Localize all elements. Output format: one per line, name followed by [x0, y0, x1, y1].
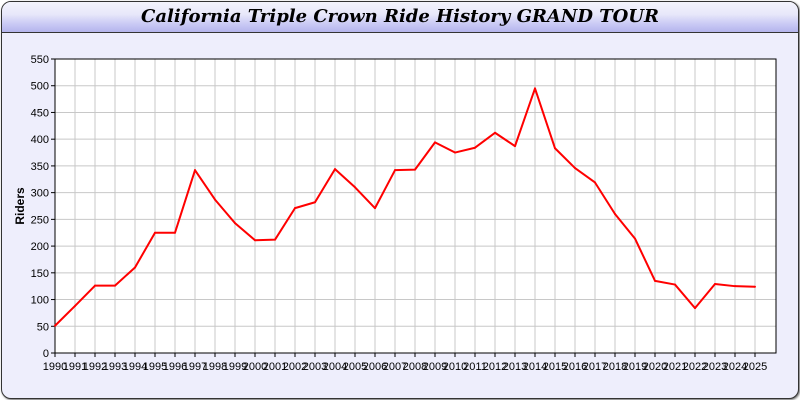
x-tick-label: 2000 — [243, 361, 267, 373]
data-point — [734, 285, 736, 288]
y-tick-label: 300 — [31, 188, 49, 200]
plot-border — [54, 58, 777, 354]
data-point — [234, 222, 236, 225]
data-point — [754, 285, 756, 288]
data-point — [494, 131, 496, 134]
y-tick-label: 550 — [31, 54, 49, 66]
data-point — [694, 307, 696, 310]
x-tick-label: 2006 — [363, 361, 387, 373]
x-tick-label: 2021 — [663, 361, 687, 373]
x-tick-label: 2025 — [743, 361, 767, 373]
y-tick-label: 350 — [31, 161, 49, 173]
data-point — [574, 167, 576, 170]
y-tick-label: 200 — [31, 241, 49, 253]
y-tick-label: 400 — [31, 134, 49, 146]
y-tick-label: 500 — [31, 81, 49, 93]
data-point — [354, 186, 356, 189]
y-tick-label: 250 — [31, 214, 49, 226]
y-tick-label: 150 — [31, 268, 49, 280]
data-point — [254, 239, 256, 242]
x-tick-label: 2017 — [583, 361, 607, 373]
data-point — [714, 283, 716, 286]
x-tick-label: 2020 — [643, 361, 667, 373]
data-point — [54, 324, 56, 327]
data-point — [154, 231, 156, 234]
x-tick-label: 2005 — [343, 361, 367, 373]
x-tick-label: 1996 — [163, 361, 187, 373]
x-tick-label: 2004 — [323, 361, 347, 373]
x-tick-label: 2022 — [683, 361, 707, 373]
x-tick-label: 2012 — [483, 361, 507, 373]
title-bar: California Triple Crown Ride History GRA… — [2, 2, 798, 33]
data-point — [674, 283, 676, 286]
data-point — [294, 207, 296, 210]
data-point — [634, 237, 636, 240]
x-tick-label: 2024 — [723, 361, 747, 373]
data-point — [314, 201, 316, 204]
x-tick-label: 1991 — [63, 361, 87, 373]
x-tick-label: 2014 — [523, 361, 547, 373]
data-point — [414, 168, 416, 171]
x-tick-label: 1999 — [223, 361, 247, 373]
x-tick-label: 1994 — [123, 361, 147, 373]
x-tick-label: 1990 — [43, 361, 67, 373]
y-tick-label: 0 — [43, 348, 49, 360]
data-point — [614, 213, 616, 216]
y-tick-label: 100 — [31, 295, 49, 307]
data-point — [274, 238, 276, 241]
data-point — [554, 147, 556, 150]
y-axis-label: Riders — [13, 187, 27, 225]
x-tick-label: 1993 — [103, 361, 127, 373]
x-tick-label: 2019 — [623, 361, 647, 373]
x-tick-label: 2007 — [383, 361, 407, 373]
x-tick-label: 2011 — [463, 361, 487, 373]
x-tick-label: 1997 — [183, 361, 207, 373]
data-point — [434, 141, 436, 144]
data-point — [594, 181, 596, 184]
x-tick-label: 2015 — [543, 361, 567, 373]
data-point — [214, 198, 216, 201]
data-point — [474, 146, 476, 149]
x-tick-label: 1998 — [203, 361, 227, 373]
data-point — [654, 279, 656, 282]
data-point — [174, 231, 176, 234]
chart-title: California Triple Crown Ride History GRA… — [141, 6, 659, 27]
x-tick-label: 1995 — [143, 361, 167, 373]
x-tick-label: 2016 — [563, 361, 587, 373]
data-point — [94, 284, 96, 287]
data-point — [454, 151, 456, 154]
data-point — [394, 169, 396, 172]
data-point — [374, 207, 376, 210]
x-tick-label: 2023 — [703, 361, 727, 373]
x-tick-label: 1992 — [83, 361, 107, 373]
data-point — [194, 169, 196, 172]
x-tick-label: 2001 — [263, 361, 287, 373]
x-tick-label: 2009 — [423, 361, 447, 373]
data-point — [74, 304, 76, 307]
x-tick-label: 2010 — [443, 361, 467, 373]
x-tick-label: 2002 — [283, 361, 307, 373]
x-tick-label: 2003 — [303, 361, 327, 373]
y-tick-label: 50 — [37, 321, 49, 333]
y-tick-label: 450 — [31, 107, 49, 119]
data-point — [134, 266, 136, 269]
data-point — [334, 168, 336, 171]
data-point — [114, 284, 116, 287]
data-point — [534, 87, 536, 90]
series-line — [54, 87, 756, 327]
x-tick-label: 2013 — [503, 361, 527, 373]
data-point — [514, 145, 516, 148]
x-tick-label: 2018 — [603, 361, 627, 373]
x-tick-label: 2008 — [403, 361, 427, 373]
